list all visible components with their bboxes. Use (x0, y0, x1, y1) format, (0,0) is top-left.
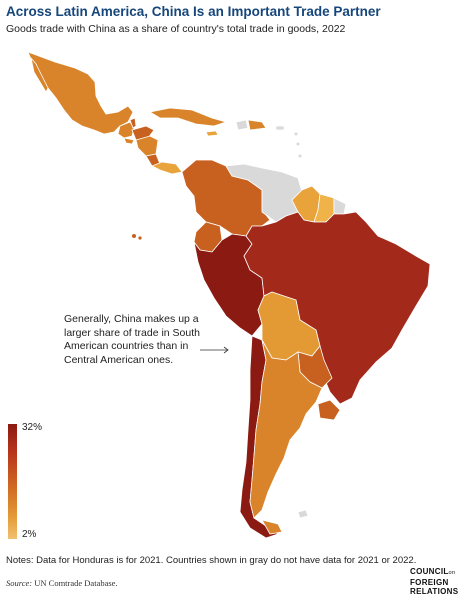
cfr-logo: COUNCILon FOREIGN RELATIONS (410, 567, 458, 596)
legend-min-label: 2% (22, 529, 37, 540)
logo-line-2: FOREIGN (410, 578, 449, 587)
logo-line-1: COUNCIL (410, 567, 449, 576)
country-dominican-republic (247, 119, 267, 131)
island-lesser-antilles (296, 142, 300, 146)
country-mexico-baja (30, 57, 49, 93)
country-guatemala (117, 121, 135, 139)
source-label: Source: (6, 578, 33, 588)
legend-max-label: 32% (22, 422, 43, 433)
country-brazil (243, 211, 431, 405)
chart-subtitle: Goods trade with China as a share of cou… (6, 23, 346, 35)
annotation-arrow-head (223, 346, 229, 354)
chart-source: Source: UN Comtrade Database. (6, 578, 118, 588)
logo-line-3: RELATIONS (410, 587, 459, 596)
logo-on: on (448, 570, 456, 576)
island-galapagos (132, 234, 136, 238)
country-cuba (148, 107, 228, 127)
country-puerto-rico (275, 125, 285, 131)
country-argentina (249, 339, 323, 519)
country-el-salvador (123, 137, 135, 145)
island-lesser-antilles (298, 154, 302, 158)
island-galapagos (138, 236, 142, 240)
country-mexico (27, 51, 134, 135)
country-french-guiana (333, 197, 347, 215)
latin-america-map (27, 51, 431, 539)
island-lesser-antilles (294, 132, 298, 136)
source-text: UN Comtrade Database. (34, 578, 118, 588)
country-uruguay (317, 399, 341, 421)
country-haiti (235, 119, 249, 131)
country-panama (151, 161, 183, 175)
country-argentina-tierra-del-fuego (261, 519, 283, 535)
legend-color-scale (8, 424, 17, 539)
map-annotation: Generally, China makes up a larger share… (64, 313, 200, 366)
country-nicaragua (135, 135, 159, 157)
country-jamaica (205, 130, 219, 137)
chart-notes: Notes: Data for Honduras is for 2021. Co… (6, 555, 417, 566)
island-falklands (297, 509, 309, 519)
chart-title: Across Latin America, China Is an Import… (6, 4, 381, 19)
country-belize (129, 117, 137, 129)
